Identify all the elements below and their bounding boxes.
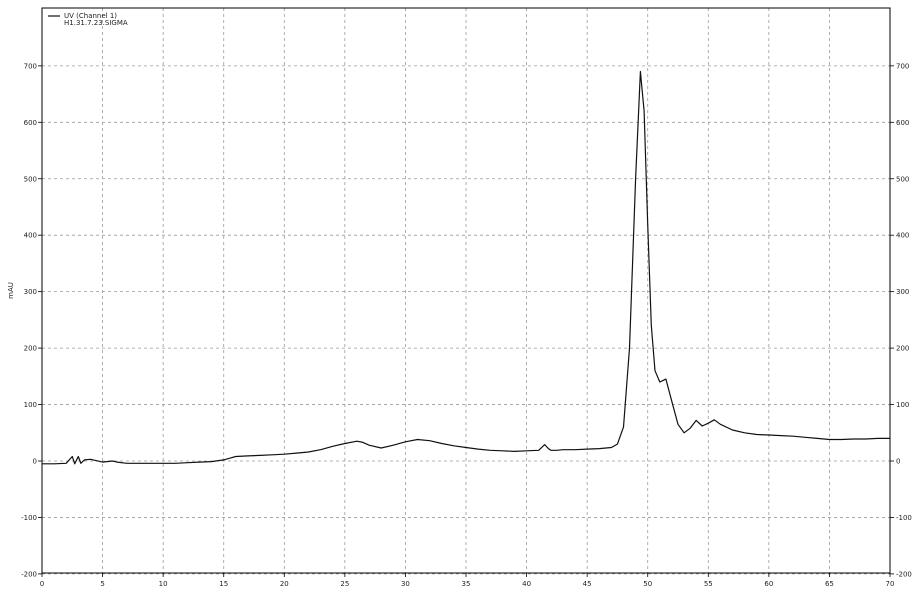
y-tick-label-left: 0	[33, 458, 37, 466]
y-tick-label-left: 400	[24, 232, 37, 240]
x-tick-label: 30	[401, 580, 410, 588]
x-tick-label: 60	[764, 580, 773, 588]
x-tick-label: 25	[340, 580, 349, 588]
y-tick-label-right: -100	[896, 514, 912, 522]
y-tick-label-left: -200	[21, 570, 37, 578]
y-tick-label-left: 300	[24, 288, 37, 296]
y-tick-label-right: 400	[896, 232, 909, 240]
x-tick-label: 65	[825, 580, 834, 588]
y-tick-label-right: 500	[896, 175, 909, 183]
x-tick-label: 5	[100, 580, 104, 588]
y-tick-label-right: 200	[896, 345, 909, 353]
x-tick-label: 45	[583, 580, 592, 588]
y-axis-label: mAU	[7, 282, 15, 299]
x-tick-label: 70	[886, 580, 895, 588]
y-tick-label-left: 700	[24, 62, 37, 70]
y-tick-label-right: -200	[896, 570, 912, 578]
legend-entry: H1.31.7.23.SIGMA	[64, 19, 128, 27]
x-tick-label: 20	[280, 580, 289, 588]
y-tick-label-left: 500	[24, 175, 37, 183]
x-tick-label: 50	[643, 580, 652, 588]
y-tick-label-right: 700	[896, 62, 909, 70]
y-tick-label-left: 600	[24, 119, 37, 127]
x-tick-label: 10	[159, 580, 168, 588]
x-tick-label: 55	[704, 580, 713, 588]
x-tick-label: 35	[462, 580, 471, 588]
y-tick-label-right: 600	[896, 119, 909, 127]
x-tick-label: 40	[522, 580, 531, 588]
y-tick-label-right: 100	[896, 401, 909, 409]
series-line	[42, 70, 890, 465]
x-tick-label: 0	[40, 580, 44, 588]
grid-lines	[42, 8, 890, 575]
legend-entry: UV (Channel 1)	[64, 12, 117, 20]
y-tick-label-right: 0	[896, 458, 900, 466]
y-tick-label-left: 200	[24, 345, 37, 353]
y-tick-label-left: -100	[21, 514, 37, 522]
x-tick-label: 15	[219, 580, 228, 588]
y-tick-label-right: 300	[896, 288, 909, 296]
series-layer	[42, 70, 890, 465]
y-tick-label-left: 100	[24, 401, 37, 409]
legend: UV (Channel 1)H1.31.7.23.SIGMA	[48, 12, 128, 27]
axis-ticks: 0 5 10 15 20 25 30 35 40 45 50 55 60 65 70-200 -200-100…	[21, 62, 912, 588]
